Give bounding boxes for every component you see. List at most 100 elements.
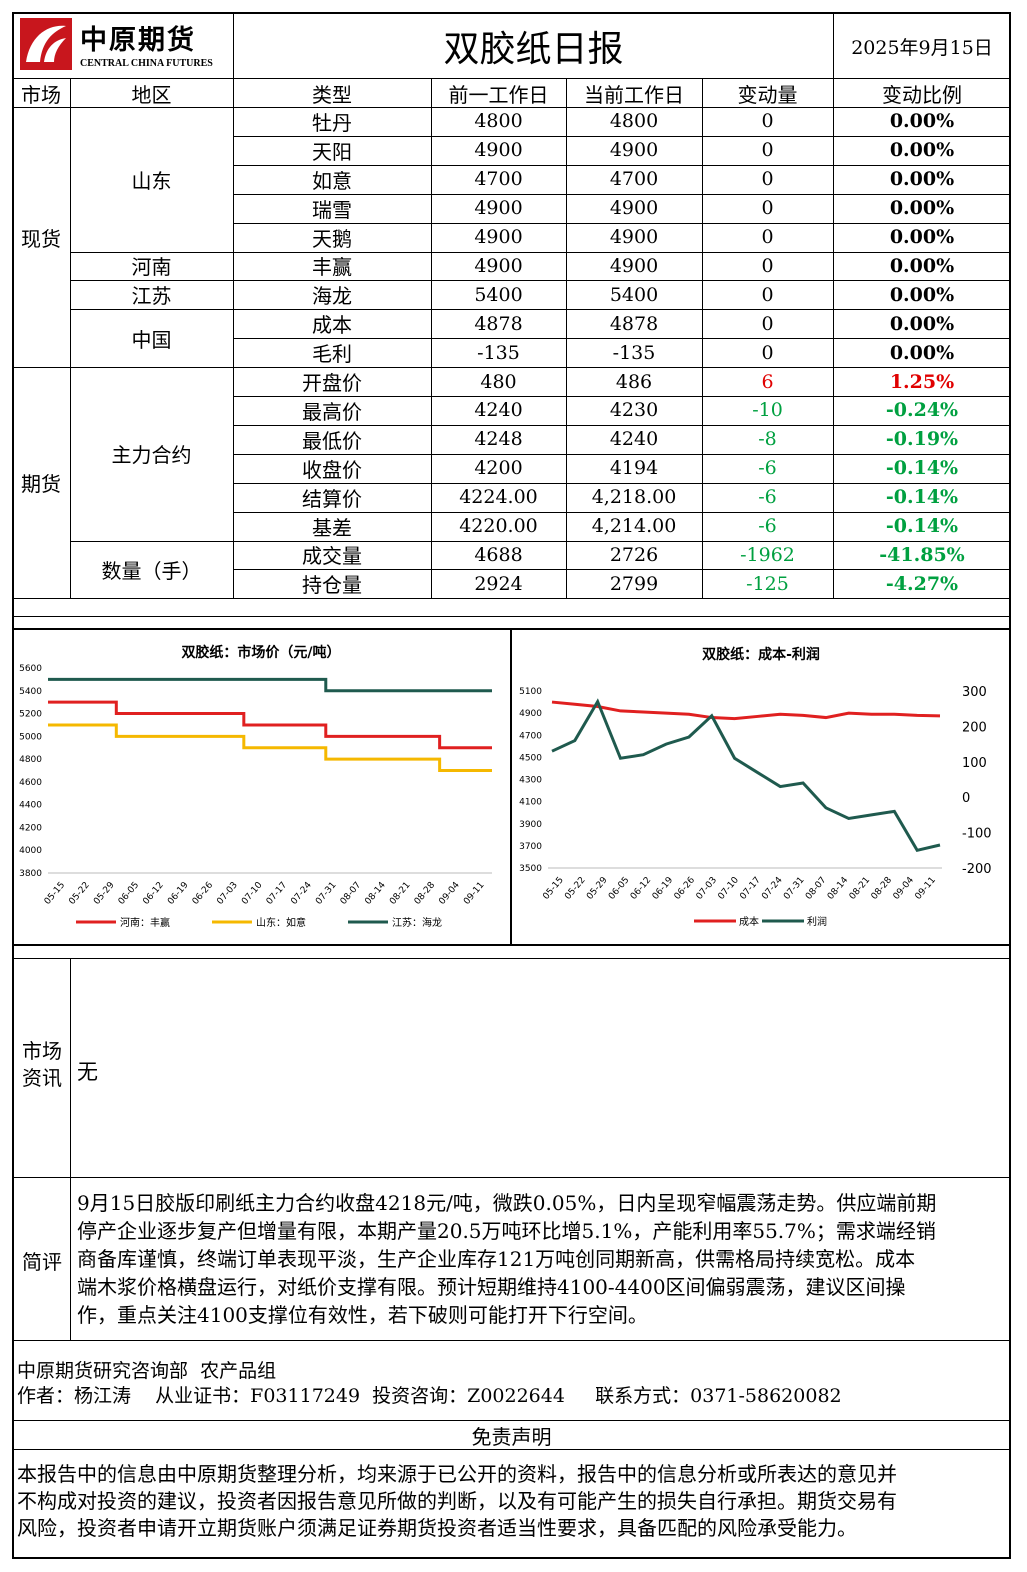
- row-type: 收盘价: [302, 457, 362, 482]
- change-percent: 0.00%: [889, 226, 955, 249]
- futures-main-contract: 主力合约: [111, 443, 192, 468]
- x-tick-label: 09-04: [892, 875, 917, 902]
- curr-value: 4900: [609, 254, 659, 277]
- grid-line: [233, 424, 1011, 426]
- change-percent: 0.00%: [889, 283, 955, 306]
- text-line: 商备库谨慎，终端订单表现平淡，生产企业库存121万吨创同期新高，供需格局持续宽松…: [77, 1247, 916, 1271]
- x-tick-label: 08-14: [363, 880, 388, 907]
- row-type: 成本: [312, 313, 352, 338]
- grid-line: [233, 482, 1011, 484]
- change-value: 0: [761, 283, 774, 306]
- x-tick-label: 08-07: [804, 875, 828, 901]
- disclaimer-text: 本报告中的信息由中原期货整理分析，均来源于已公开的资料，报告中的信息分析或所表达…: [17, 1461, 897, 1542]
- grid-line: [233, 511, 1011, 513]
- x-tick-label: 06-05: [607, 875, 631, 901]
- x-tick-label: 05-29: [92, 880, 117, 907]
- grid-line: [233, 193, 1011, 195]
- chart-title: 双胶纸：市场价（元/吨）: [181, 644, 340, 661]
- y-tick-label: 4000: [19, 846, 42, 856]
- row-type: 结算价: [302, 486, 362, 511]
- change-percent: -0.19%: [885, 428, 959, 451]
- change-percent: 0.00%: [889, 139, 955, 162]
- grid-line: [70, 280, 233, 282]
- row-type: 丰赢: [312, 255, 352, 280]
- change-percent: 0.00%: [889, 110, 955, 133]
- legend-label: 河南：丰赢: [120, 916, 170, 929]
- curr-value: 4900: [609, 139, 659, 162]
- report-title: 双胶纸日报: [443, 29, 624, 70]
- grid-line: [233, 251, 1011, 253]
- curr-value: 4240: [609, 428, 659, 451]
- curr-value: 4878: [609, 312, 659, 335]
- change-percent: 0.00%: [889, 168, 955, 191]
- row-type: 持仓量: [302, 573, 362, 598]
- change-value: -6: [758, 515, 777, 538]
- column-header-1: 市场: [21, 82, 61, 107]
- y-tick-label: 4200: [19, 823, 42, 833]
- news-content: 无: [77, 1060, 98, 1084]
- grid-line: [12, 367, 1011, 369]
- y-left-tick-label: 4100: [519, 798, 542, 808]
- grid-line: [70, 79, 71, 599]
- change-value: 0: [761, 312, 774, 335]
- text-line: 停产企业逐步复产但增量有限，本期产量20.5万吨环比增5.1%，产能利用率55.…: [77, 1219, 936, 1243]
- curr-value: 4,218.00: [591, 486, 677, 509]
- text-line: 作，重点关注4100支撑位有效性，若下破则可能打开下行空间。: [77, 1303, 648, 1327]
- report-frame: [12, 12, 1011, 1559]
- market-spot: 现货: [21, 226, 61, 251]
- change-percent: 0.00%: [889, 254, 955, 277]
- row-type: 天阳: [312, 139, 352, 164]
- region-henan: 河南: [131, 255, 172, 280]
- row-type: 天鹅: [312, 226, 352, 251]
- y-tick-label: 5200: [19, 710, 42, 720]
- x-tick-label: 06-12: [141, 880, 165, 906]
- grid-line: [233, 540, 1011, 542]
- change-value: -1962: [740, 543, 795, 566]
- column-header-5: 当前工作日: [584, 82, 684, 107]
- prev-value: 4878: [474, 312, 523, 335]
- x-tick-label: 07-17: [265, 880, 289, 906]
- x-tick-label: 09-04: [437, 880, 462, 907]
- logo-mark-icon: [20, 18, 72, 70]
- change-value: 6: [761, 370, 774, 393]
- curr-value: 4800: [609, 110, 659, 133]
- grid-line: [233, 164, 1011, 166]
- x-tick-label: 08-28: [413, 880, 438, 907]
- change-percent: -0.14%: [885, 515, 959, 538]
- prev-value: 4200: [474, 457, 523, 480]
- change-value: -6: [758, 486, 777, 509]
- x-tick-label: 06-26: [191, 880, 216, 907]
- change-percent: 0.00%: [889, 341, 955, 364]
- change-value: -6: [758, 457, 777, 480]
- prev-value: 4900: [474, 226, 523, 249]
- change-percent: -41.85%: [879, 543, 965, 566]
- x-tick-label: 06-12: [629, 875, 653, 901]
- x-tick-label: 08-21: [388, 880, 412, 906]
- change-percent: -0.14%: [885, 486, 959, 509]
- change-value: 0: [761, 254, 774, 277]
- change-value: 0: [761, 197, 774, 220]
- y-tick-label: 3800: [19, 869, 42, 879]
- region-jiangsu: 江苏: [131, 284, 172, 309]
- change-value: 0: [761, 168, 774, 191]
- y-left-tick-label: 3700: [519, 842, 542, 852]
- news-label: 市场资讯: [14, 1030, 70, 1100]
- y-right-tick-label: 200: [962, 720, 987, 735]
- prev-value: 4900: [474, 254, 523, 277]
- comment-label: 简评: [22, 1249, 62, 1274]
- report-date: 2025年9月15日: [851, 36, 993, 59]
- comment-text: 9月15日胶版印刷纸主力合约收盘4218元/吨，微跌0.05%，日内呈现窄幅震荡…: [77, 1189, 936, 1329]
- x-tick-label: 08-21: [848, 875, 872, 901]
- change-value: 0: [761, 139, 774, 162]
- row-type: 毛利: [312, 342, 352, 367]
- change-percent: -4.27%: [885, 572, 959, 595]
- prev-value: 4240: [474, 399, 523, 422]
- series-line-江苏：海龙: [48, 677, 492, 693]
- y-tick-label: 5600: [19, 664, 42, 674]
- curr-value: 2726: [609, 543, 659, 566]
- change-value: 0: [761, 341, 774, 364]
- series-line-山东：如意: [48, 723, 492, 772]
- curr-value: 486: [615, 370, 653, 393]
- curr-value: 4900: [609, 226, 659, 249]
- grid-line: [12, 107, 1011, 108]
